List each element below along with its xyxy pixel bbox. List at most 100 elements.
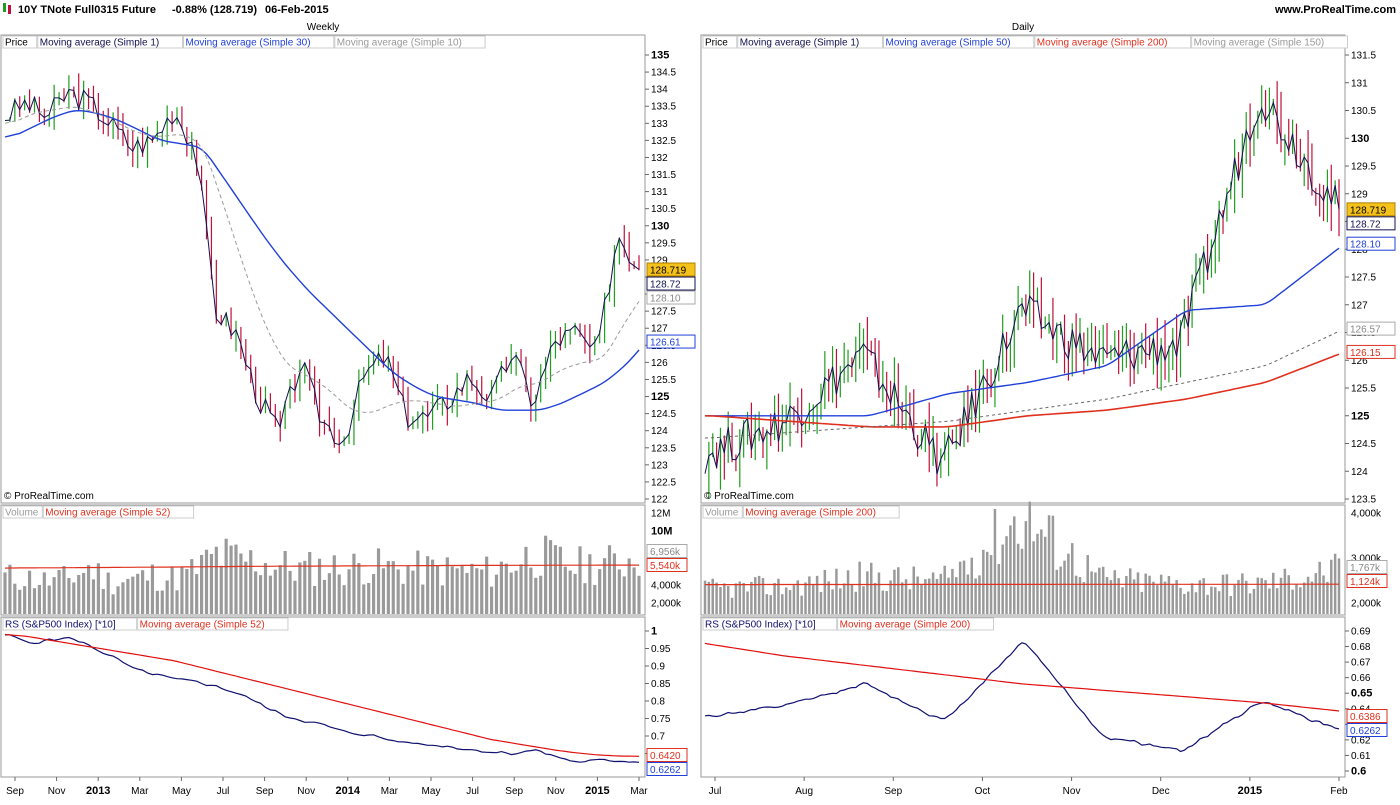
volume-bar bbox=[1183, 594, 1185, 614]
volume-bar bbox=[402, 584, 405, 614]
x-axis-label: Mar bbox=[131, 786, 149, 797]
volume-bar bbox=[510, 573, 513, 614]
volume-bar bbox=[746, 591, 748, 614]
volume-bar bbox=[200, 555, 203, 614]
volume-bar bbox=[210, 554, 213, 614]
volume-bar bbox=[195, 574, 198, 614]
volume-bar bbox=[234, 545, 237, 614]
volume-bar bbox=[72, 582, 75, 614]
volume-bar bbox=[967, 575, 969, 614]
volume-bar bbox=[28, 571, 31, 614]
timeframe-label: Daily bbox=[1012, 22, 1034, 33]
volume-bar bbox=[963, 561, 965, 614]
price-tick-label: 133 bbox=[651, 119, 668, 130]
volume-bar bbox=[773, 583, 775, 614]
volume-bar bbox=[465, 573, 468, 614]
price-legend-item: Moving average (Simple 10) bbox=[337, 38, 462, 49]
volume-bar bbox=[1114, 570, 1116, 614]
price-tick-label: 124.5 bbox=[651, 409, 676, 420]
price-tick-label: 129 bbox=[1351, 189, 1368, 200]
x-axis-label: May bbox=[172, 786, 191, 797]
volume-bar bbox=[505, 564, 508, 614]
volume-bar bbox=[549, 540, 552, 614]
volume-bar bbox=[820, 592, 822, 614]
volume-bar bbox=[870, 563, 872, 614]
price-tick-label: 125.5 bbox=[1351, 384, 1376, 395]
volume-bar bbox=[225, 539, 228, 614]
volume-bar bbox=[156, 591, 159, 614]
volume-bar bbox=[769, 595, 771, 614]
volume-bar bbox=[637, 576, 640, 614]
price-frame bbox=[1, 35, 645, 503]
volume-bar bbox=[1179, 588, 1181, 614]
volume-bar bbox=[1044, 537, 1046, 614]
volume-bar bbox=[715, 583, 717, 614]
rs-tag-label: 0.6262 bbox=[1350, 726, 1381, 737]
price-legend-item: Moving average (Simple 50) bbox=[886, 38, 1011, 49]
rs-tick-label: 0.61 bbox=[1351, 751, 1371, 762]
volume-bar bbox=[23, 586, 26, 614]
volume-bar bbox=[97, 563, 100, 614]
volume-bar bbox=[1056, 570, 1058, 614]
volume-bar bbox=[559, 547, 562, 614]
volume-bar bbox=[1071, 543, 1073, 614]
volume-bar bbox=[338, 574, 341, 614]
ma-line-2 bbox=[5, 107, 639, 412]
volume-bar bbox=[874, 583, 876, 614]
rs-tick-label: 0.65 bbox=[1351, 688, 1372, 700]
volume-bar bbox=[1272, 573, 1274, 614]
price-tick-label: 130.5 bbox=[1351, 106, 1376, 117]
rs-legend-item: Moving average (Simple 52) bbox=[140, 620, 265, 631]
rs-tick-label: 0.69 bbox=[1351, 627, 1371, 638]
price-legend-item: Moving average (Simple 1) bbox=[40, 38, 160, 49]
volume-bar bbox=[1172, 585, 1174, 614]
volume-bar bbox=[719, 587, 721, 614]
volume-bar bbox=[436, 565, 439, 614]
price-tick-label: 127 bbox=[651, 324, 668, 335]
volume-bar bbox=[1245, 581, 1247, 614]
volume-bar bbox=[1307, 577, 1309, 614]
volume-bar bbox=[913, 567, 915, 614]
volume-bar bbox=[1268, 589, 1270, 614]
volume-bar bbox=[831, 589, 833, 614]
volume-bar bbox=[1280, 578, 1282, 614]
volume-bar bbox=[1303, 583, 1305, 614]
volume-bar bbox=[1032, 541, 1034, 614]
volume-bar bbox=[866, 571, 868, 614]
volume-bar bbox=[1152, 582, 1154, 614]
volume-tick-label: 4,000k bbox=[1351, 509, 1382, 520]
site-link[interactable]: www.ProRealTime.com bbox=[1274, 4, 1396, 16]
price-tick-label: 134 bbox=[651, 85, 668, 96]
volume-bar bbox=[916, 576, 918, 614]
volume-bar bbox=[1036, 534, 1038, 614]
volume-bar bbox=[855, 592, 857, 614]
volume-bar bbox=[180, 567, 183, 614]
volume-bar bbox=[229, 546, 232, 614]
rs-tick-label: 0.67 bbox=[1351, 658, 1371, 669]
volume-bars bbox=[3, 536, 640, 614]
x-axis-label: Oct bbox=[975, 786, 991, 797]
x-axis-label: Sep bbox=[256, 786, 274, 797]
volume-bar bbox=[451, 566, 454, 614]
volume-bar bbox=[878, 573, 880, 614]
volume-bar bbox=[1249, 593, 1251, 614]
x-axis-label: Nov bbox=[48, 786, 66, 797]
rs-tick-label: 0.6 bbox=[1351, 766, 1366, 778]
volume-bar bbox=[529, 568, 532, 614]
volume-bar bbox=[1121, 587, 1123, 614]
volume-bar bbox=[1013, 516, 1015, 614]
x-axis-label: Sep bbox=[884, 786, 902, 797]
x-axis-label: Nov bbox=[297, 786, 315, 797]
volume-bar bbox=[909, 589, 911, 614]
volume-bar bbox=[731, 598, 733, 614]
header-bar: 10Y TNote Full0315 Future -0.88% (128.71… bbox=[3, 3, 1396, 16]
price-change: -0.88% (128.719) bbox=[172, 4, 257, 16]
volume-bar bbox=[1079, 577, 1081, 614]
price-tick-label: 124 bbox=[651, 426, 668, 437]
price-tick-label: 125 bbox=[651, 391, 669, 403]
volume-bar bbox=[1257, 578, 1259, 614]
volume-bar bbox=[1125, 576, 1127, 614]
price-tag-label: 128.72 bbox=[650, 280, 681, 291]
ma-line-1 bbox=[5, 111, 639, 411]
price-tick-label: 134.5 bbox=[651, 68, 676, 79]
